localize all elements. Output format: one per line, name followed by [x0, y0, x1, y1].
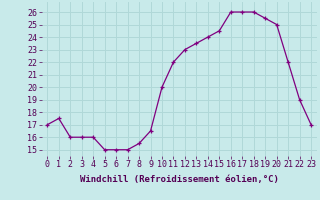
X-axis label: Windchill (Refroidissement éolien,°C): Windchill (Refroidissement éolien,°C) — [80, 175, 279, 184]
